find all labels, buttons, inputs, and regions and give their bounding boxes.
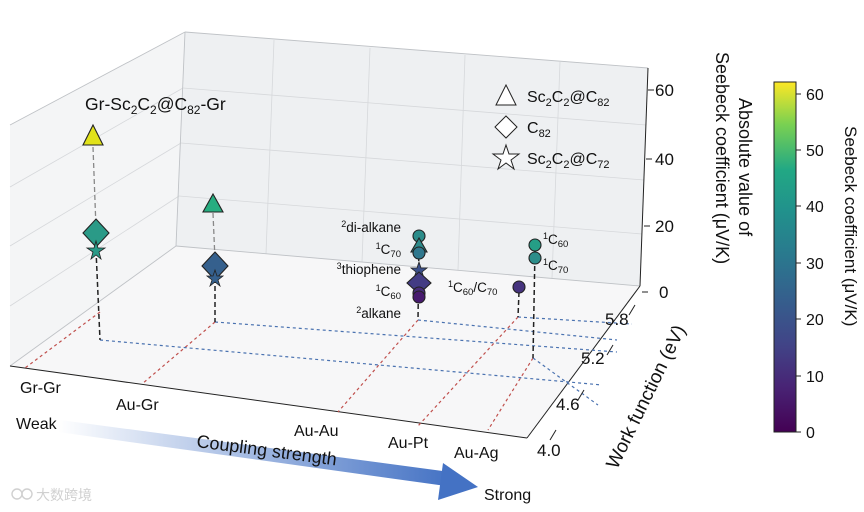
label-c60-c70-pt: 1C60/C70 <box>448 279 497 298</box>
label-di-alkane: 2di-alkane <box>341 219 401 235</box>
x-axis: Gr-Gr Au-Gr Au-Au Au-Pt Au-Ag <box>20 380 498 462</box>
colorbar-tick-30: 30 <box>806 256 824 273</box>
data-markers <box>82 123 542 304</box>
point-au-ag-c70 <box>528 251 542 265</box>
point-labels: 2di-alkane 1C70 3thiophene 1C60 2alkane … <box>337 219 569 321</box>
coupling-arrow-body <box>58 420 450 486</box>
z-axis: 60 40 20 0 Absolute value of Seebeck coe… <box>642 52 755 302</box>
proj-red-au-gr <box>141 321 216 385</box>
strong-label: Strong <box>484 487 531 504</box>
legend: Sc2C2@C82 C82 Sc2C2@C72 <box>491 83 610 171</box>
legend-label-sc2c2-c72: Sc2C2@C72 <box>527 151 610 171</box>
proj-blue-au-pt <box>517 316 633 325</box>
colorbar-tick-50: 50 <box>806 143 824 160</box>
y-axis-label: Work function (eV) <box>603 322 691 472</box>
point-au-gr-star <box>205 268 225 288</box>
colorbar-tick-20: 20 <box>806 312 824 329</box>
proj-red-gr-gr <box>24 311 101 369</box>
pane-edges <box>9 31 649 367</box>
stem-gr-gr-top <box>92 146 97 229</box>
x-tick-au-pt: Au-Pt <box>388 435 429 452</box>
proj-red-au-ag <box>487 357 534 431</box>
z-axis-label-line2: Seebeck coefficient (μV/K) <box>712 52 732 264</box>
colorbar-label: Seebeck coefficient (μV/K) <box>841 126 860 326</box>
legend-label-c82: C82 <box>527 120 551 140</box>
pane-backgrounds <box>10 32 648 438</box>
colorbar-tick-10: 10 <box>806 369 824 386</box>
z-axis-label-line1: Absolute value of <box>735 98 755 237</box>
z-tick-60: 60 <box>655 81 674 100</box>
point-au-ag-c60 <box>528 238 542 252</box>
coupling-arrow-head <box>438 463 478 500</box>
y-tick-4-6: 4.6 <box>556 395 580 414</box>
colorbar-gradient <box>773 81 797 433</box>
label-c70-au: 1C70 <box>376 241 401 260</box>
point-gr-gr-triangle <box>82 123 104 146</box>
stem-au-ag <box>532 249 536 359</box>
label-c70-ag: 1C70 <box>543 257 568 276</box>
point-gr-gr-star <box>85 239 107 261</box>
point-au-pt-c60-c70 <box>512 280 526 294</box>
label-thiophene: 3thiophene <box>337 261 401 277</box>
point-au-au-c70-circle <box>412 246 426 260</box>
proj-blue-au-ag <box>532 357 599 406</box>
label-c60-au: 1C60 <box>376 283 401 302</box>
weak-label: Weak <box>16 416 58 433</box>
z-tick-20: 20 <box>655 217 674 236</box>
x-axis-line <box>9 365 528 439</box>
x-tick-au-gr: Au-Gr <box>116 397 159 414</box>
point-au-gr-triangle <box>202 192 224 213</box>
y-tick-5-8: 5.8 <box>605 310 629 329</box>
stem-gr-gr <box>95 249 101 341</box>
watermark: 大数跨境 <box>11 487 92 503</box>
colorbar-tick-60: 60 <box>806 87 824 104</box>
legend-label-sc2c2-c82: Sc2C2@C82 <box>527 89 610 109</box>
stem-au-pt <box>517 291 520 318</box>
z-tick-40: 40 <box>655 150 674 169</box>
legend-triangle-icon <box>495 83 517 106</box>
colorbar: 0 10 20 30 40 50 60 Seebeck coefficient … <box>773 81 860 442</box>
y-tick-5-2: 5.2 <box>581 349 605 368</box>
y-tick-4-0: 4.0 <box>537 441 561 460</box>
x-tick-gr-gr: Gr-Gr <box>20 380 62 397</box>
legend-star-icon <box>491 143 521 171</box>
label-alkane: 2alkane <box>356 305 401 321</box>
front-axes <box>9 67 649 439</box>
watermark-text: 大数跨境 <box>36 487 92 503</box>
y-axis-line <box>526 285 641 439</box>
colorbar-tick-40: 40 <box>806 199 824 216</box>
z-tick-0: 0 <box>659 283 668 302</box>
proj-red-au-au <box>337 319 419 413</box>
proj-blue-gr-gr <box>99 339 603 386</box>
floor-projections <box>24 311 633 431</box>
annotation-gr-sc2c2-c82-gr: Gr-Sc2C2@C82-Gr <box>85 94 226 117</box>
grid-lines <box>9 39 647 307</box>
x-tick-au-ag: Au-Ag <box>454 445 498 462</box>
proj-blue-au-gr <box>214 321 618 353</box>
colorbar-tick-0: 0 <box>806 425 815 442</box>
legend-diamond-icon <box>494 115 518 139</box>
left-pane <box>10 32 185 366</box>
label-c60-ag: 1C60 <box>543 231 568 250</box>
z-axis-line <box>639 67 649 287</box>
floor-pane <box>10 246 640 438</box>
x-tick-au-au: Au-Au <box>294 423 338 440</box>
proj-red-au-pt <box>417 316 519 427</box>
back-pane <box>176 32 648 286</box>
point-au-au-alkane <box>412 290 426 304</box>
watermark-logo-icon <box>11 488 23 500</box>
